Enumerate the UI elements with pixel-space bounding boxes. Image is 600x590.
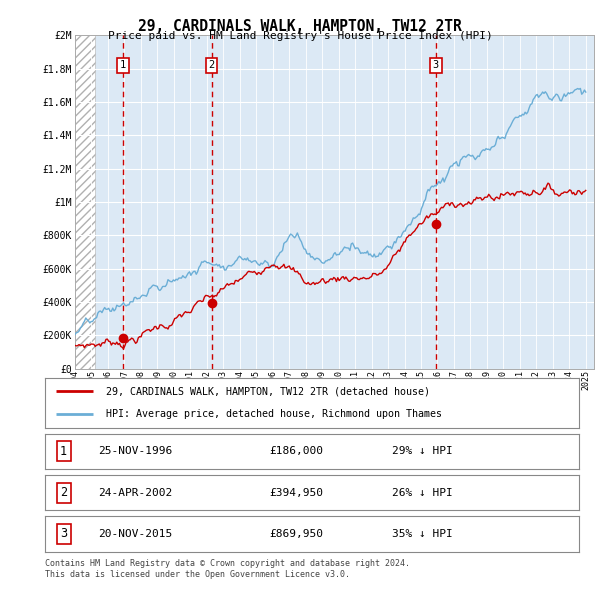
Text: 3: 3 bbox=[60, 527, 67, 540]
Text: 29, CARDINALS WALK, HAMPTON, TW12 2TR: 29, CARDINALS WALK, HAMPTON, TW12 2TR bbox=[138, 19, 462, 34]
Bar bbox=[95, 35, 594, 369]
Text: HPI: Average price, detached house, Richmond upon Thames: HPI: Average price, detached house, Rich… bbox=[106, 409, 442, 419]
Text: Price paid vs. HM Land Registry's House Price Index (HPI): Price paid vs. HM Land Registry's House … bbox=[107, 31, 493, 41]
Text: 1: 1 bbox=[60, 445, 67, 458]
Text: 25-NOV-1996: 25-NOV-1996 bbox=[98, 447, 173, 456]
Text: 24-APR-2002: 24-APR-2002 bbox=[98, 488, 173, 497]
Text: 20-NOV-2015: 20-NOV-2015 bbox=[98, 529, 173, 539]
Text: 29% ↓ HPI: 29% ↓ HPI bbox=[392, 447, 453, 456]
Text: £186,000: £186,000 bbox=[269, 447, 323, 456]
Bar bbox=[75, 35, 95, 369]
Text: 29, CARDINALS WALK, HAMPTON, TW12 2TR (detached house): 29, CARDINALS WALK, HAMPTON, TW12 2TR (d… bbox=[106, 386, 430, 396]
Text: £394,950: £394,950 bbox=[269, 488, 323, 497]
Text: 35% ↓ HPI: 35% ↓ HPI bbox=[392, 529, 453, 539]
Text: This data is licensed under the Open Government Licence v3.0.: This data is licensed under the Open Gov… bbox=[45, 571, 350, 579]
Text: 1: 1 bbox=[119, 60, 126, 70]
Text: 3: 3 bbox=[433, 60, 439, 70]
Text: Contains HM Land Registry data © Crown copyright and database right 2024.: Contains HM Land Registry data © Crown c… bbox=[45, 559, 410, 568]
Text: 2: 2 bbox=[209, 60, 215, 70]
Text: £869,950: £869,950 bbox=[269, 529, 323, 539]
Text: 26% ↓ HPI: 26% ↓ HPI bbox=[392, 488, 453, 497]
Text: 2: 2 bbox=[60, 486, 67, 499]
